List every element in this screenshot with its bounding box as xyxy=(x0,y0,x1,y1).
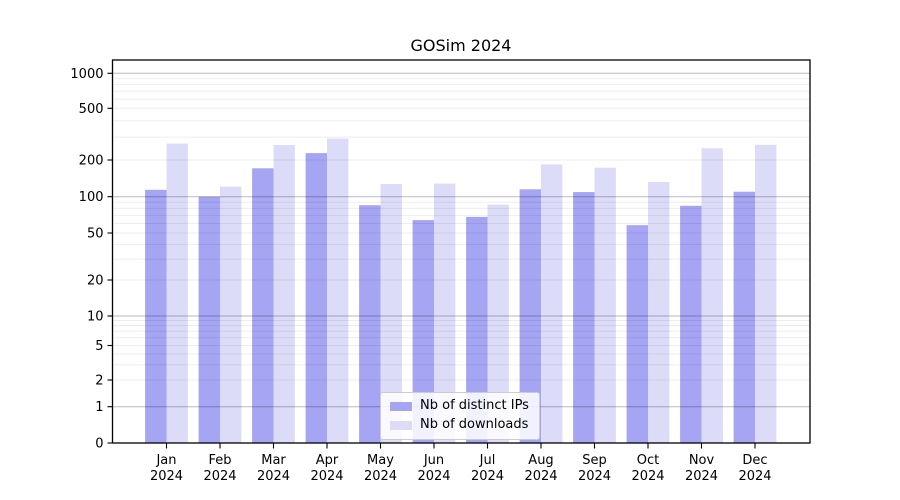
x-tick-label-month: Mar xyxy=(261,453,286,468)
bar-distinct-ips-may xyxy=(359,205,381,443)
bar-distinct-ips-mar xyxy=(252,168,274,444)
bar-distinct-ips-aug xyxy=(519,189,541,443)
bar-distinct-ips-nov xyxy=(680,205,702,443)
x-tick-label-year: 2024 xyxy=(685,469,718,484)
x-tick-label-year: 2024 xyxy=(578,469,611,484)
chart-title: GOSim 2024 xyxy=(410,36,512,55)
y-tick-label: 100 xyxy=(79,190,104,205)
y-tick-label: 1000 xyxy=(70,67,103,82)
bar-downloads-jan xyxy=(166,143,188,443)
y-tick-label: 5 xyxy=(95,339,103,354)
x-tick-label-month: Jun xyxy=(423,453,444,468)
x-tick-label-month: Dec xyxy=(742,453,767,468)
bar-downloads-feb xyxy=(220,186,242,443)
y-tick-label: 2 xyxy=(95,374,103,389)
bar-distinct-ips-jun xyxy=(412,220,434,443)
bar-downloads-nov xyxy=(701,148,723,444)
bar-downloads-sep xyxy=(594,167,616,443)
legend-row: Nb of downloads xyxy=(390,417,529,433)
x-tick-label-month: Apr xyxy=(316,453,339,468)
x-tick-label-month: Oct xyxy=(637,453,659,468)
x-tick-label-month: Sep xyxy=(582,453,607,468)
x-tick-label-month: Jan xyxy=(155,453,176,468)
x-tick-label-year: 2024 xyxy=(471,469,504,484)
x-tick-label-month: May xyxy=(367,453,394,468)
y-tick-label: 20 xyxy=(87,274,104,289)
bar-downloads-dec xyxy=(755,144,777,444)
bar-downloads-aug xyxy=(541,164,563,443)
legend-row: Nb of distinct IPs xyxy=(390,398,529,414)
legend-label: Nb of distinct IPs xyxy=(420,398,529,413)
legend-swatch-downloads xyxy=(390,420,412,430)
x-tick-label-month: Nov xyxy=(689,453,715,468)
x-tick-label-year: 2024 xyxy=(738,469,771,484)
x-tick-label-year: 2024 xyxy=(150,469,183,484)
bar-downloads-may xyxy=(380,184,402,443)
legend-swatch-distinct-ips xyxy=(390,401,412,411)
bar-distinct-ips-jan xyxy=(145,189,167,443)
x-tick-label-year: 2024 xyxy=(364,469,397,484)
legend: Nb of distinct IPs Nb of downloads xyxy=(380,392,540,440)
x-tick-label-year: 2024 xyxy=(203,469,236,484)
bar-distinct-ips-dec xyxy=(733,191,755,443)
bar-distinct-ips-apr xyxy=(305,153,327,443)
x-tick-label-month: Jul xyxy=(479,453,496,468)
bar-downloads-mar xyxy=(273,145,295,443)
bar-distinct-ips-sep xyxy=(573,192,595,443)
y-tick-label: 0 xyxy=(95,437,103,452)
bar-downloads-jun xyxy=(434,183,456,443)
bar-downloads-oct xyxy=(648,182,670,443)
x-tick-label-year: 2024 xyxy=(524,469,557,484)
x-tick-label-year: 2024 xyxy=(257,469,290,484)
y-tick-label: 200 xyxy=(79,154,104,169)
bar-distinct-ips-oct xyxy=(626,225,648,443)
y-tick-label: 500 xyxy=(79,102,104,117)
plot-border xyxy=(111,59,811,444)
x-tick-label-month: Aug xyxy=(528,453,553,468)
bar-distinct-ips-jul xyxy=(466,216,488,443)
x-tick-label-year: 2024 xyxy=(310,469,343,484)
x-tick-label-month: Feb xyxy=(208,453,231,468)
bar-downloads-apr xyxy=(327,138,349,443)
x-tick-label-year: 2024 xyxy=(417,469,450,484)
y-tick-label: 1 xyxy=(95,400,103,415)
y-tick-label: 10 xyxy=(87,310,104,325)
legend-label: Nb of downloads xyxy=(420,417,529,432)
bar-distinct-ips-feb xyxy=(198,196,220,443)
x-tick-label-year: 2024 xyxy=(631,469,664,484)
y-tick-label: 50 xyxy=(87,227,104,242)
bar-downloads-jul xyxy=(487,204,509,443)
